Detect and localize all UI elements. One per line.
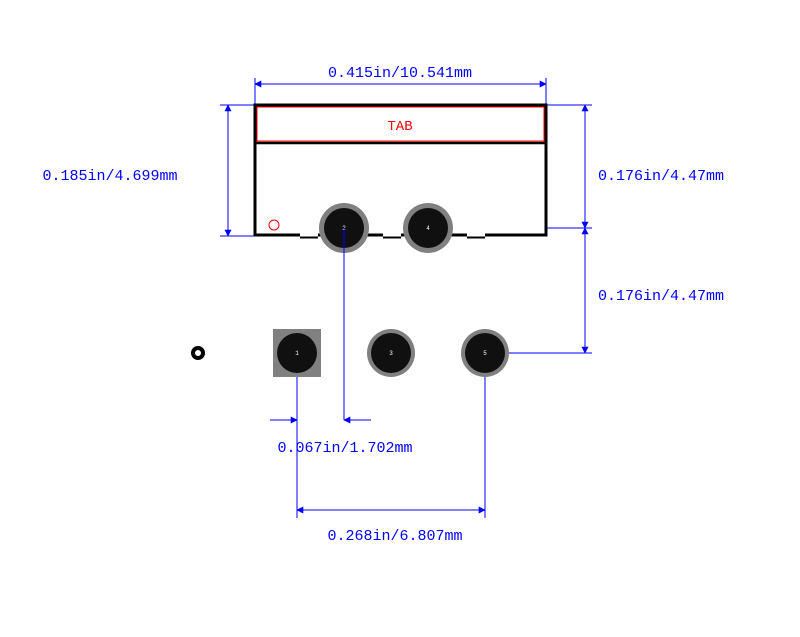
pad-3-label: 3 [389, 350, 393, 357]
engineering-drawing: 0.415in/10.541mm 0.185in/4.699mm 0.176in… [0, 0, 800, 637]
dimension-height-right-upper: 0.176in/4.47mm [546, 105, 724, 228]
pad-4: 4 [403, 203, 453, 253]
dimension-height-left: 0.185in/4.699mm [42, 105, 255, 236]
pad-5: 5 [461, 329, 509, 377]
dimension-pitch-bottom: 0.268in/6.807mm [297, 377, 485, 545]
dim-height-right-upper-label: 0.176in/4.47mm [598, 168, 724, 185]
component-body: TAB [255, 105, 546, 238]
pad-4-label: 4 [426, 225, 430, 232]
dim-pitch-bottom-label: 0.268in/6.807mm [327, 528, 462, 545]
dimension-width-top: 0.415in/10.541mm [255, 65, 546, 105]
dim-width-top-label: 0.415in/10.541mm [328, 65, 472, 82]
pad-1: 1 [273, 329, 321, 377]
dimension-offset-small: 0.067in/1.702mm [270, 377, 413, 457]
origin-circle-icon [269, 220, 279, 230]
dimension-height-right-lower: 0.176in/4.47mm [485, 228, 724, 353]
dim-height-right-lower-label: 0.176in/4.47mm [598, 288, 724, 305]
tab-label: TAB [387, 119, 412, 135]
pad-5-label: 5 [483, 350, 487, 357]
dim-offset-small-label: 0.067in/1.702mm [277, 440, 412, 457]
pad-1-label: 1 [295, 350, 299, 357]
dim-height-left-label: 0.185in/4.699mm [42, 168, 177, 185]
pad-3: 3 [367, 329, 415, 377]
donut-marker-icon [191, 346, 205, 360]
